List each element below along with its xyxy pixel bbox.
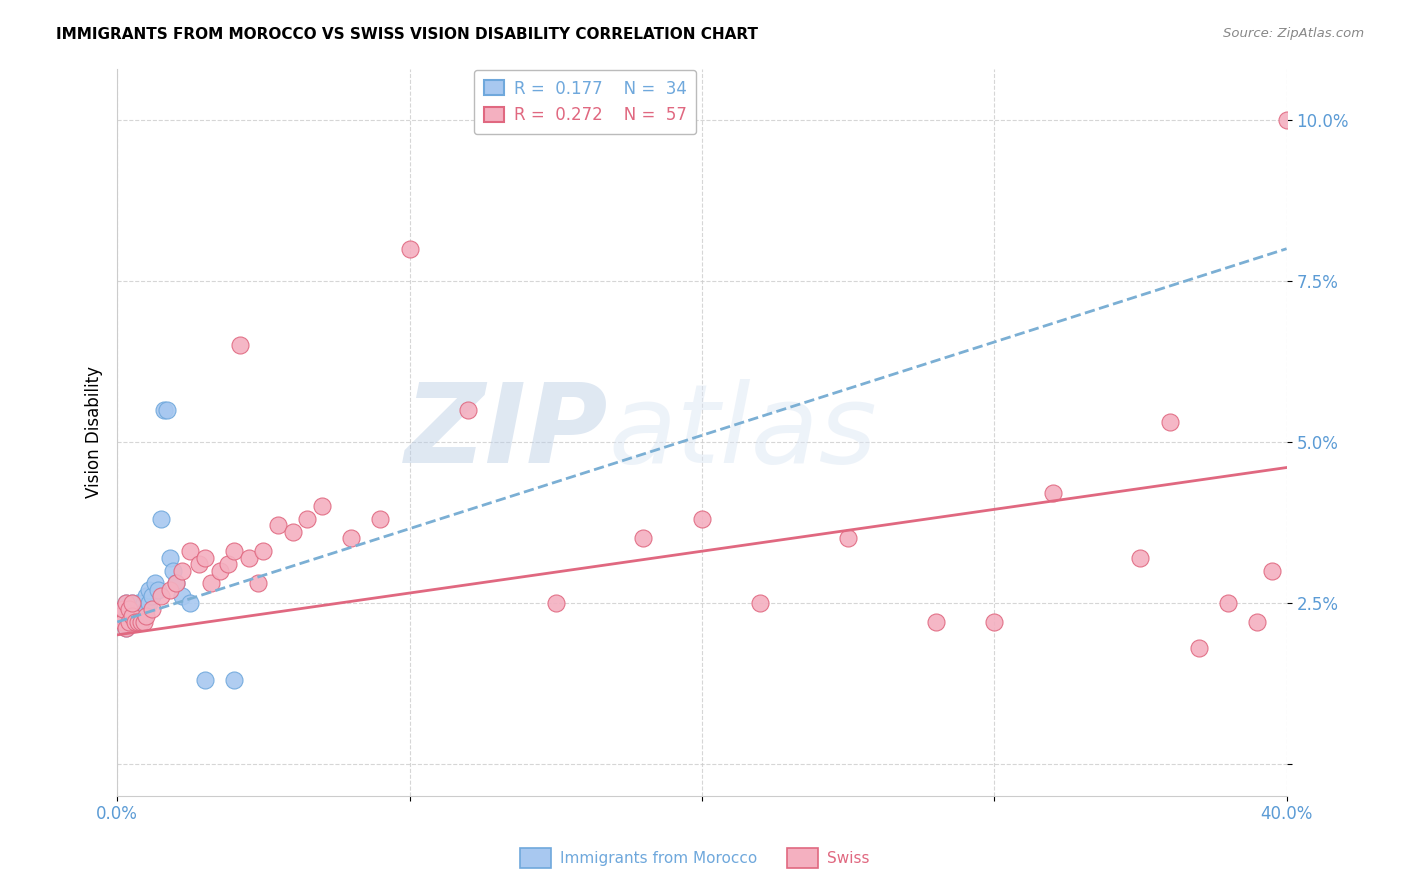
Point bbox=[1246, 615, 1268, 629]
Point bbox=[983, 615, 1005, 629]
Point bbox=[153, 402, 176, 417]
Point bbox=[150, 512, 173, 526]
Point bbox=[108, 608, 131, 623]
Point bbox=[690, 512, 713, 526]
Point bbox=[124, 615, 146, 629]
Point bbox=[246, 576, 269, 591]
Text: atlas: atlas bbox=[609, 378, 877, 485]
Point bbox=[129, 615, 152, 629]
Point bbox=[127, 608, 149, 623]
Point bbox=[121, 596, 143, 610]
Point bbox=[141, 602, 163, 616]
Text: ZIP: ZIP bbox=[405, 378, 609, 485]
Point bbox=[267, 518, 290, 533]
Point bbox=[115, 622, 138, 636]
Point bbox=[124, 602, 146, 616]
Text: Swiss: Swiss bbox=[827, 851, 869, 865]
Point bbox=[135, 602, 157, 616]
Point bbox=[229, 338, 252, 352]
Point bbox=[121, 596, 143, 610]
Point bbox=[121, 608, 143, 623]
Point bbox=[141, 589, 163, 603]
Point bbox=[124, 615, 146, 629]
Point bbox=[138, 596, 160, 610]
Point bbox=[135, 589, 157, 603]
Point bbox=[1129, 550, 1152, 565]
Point bbox=[252, 544, 274, 558]
Point bbox=[115, 596, 138, 610]
Point bbox=[837, 532, 859, 546]
Point bbox=[633, 532, 655, 546]
Point bbox=[1188, 640, 1211, 655]
Point bbox=[165, 576, 187, 591]
Point bbox=[200, 576, 222, 591]
Point bbox=[925, 615, 948, 629]
Point bbox=[457, 402, 479, 417]
Point bbox=[143, 576, 166, 591]
Point bbox=[127, 596, 149, 610]
Point bbox=[1159, 416, 1181, 430]
Point bbox=[340, 532, 363, 546]
Point bbox=[118, 602, 141, 616]
Point bbox=[1275, 113, 1298, 128]
Point bbox=[159, 582, 181, 597]
Point bbox=[368, 512, 391, 526]
Point bbox=[118, 615, 141, 629]
Point bbox=[150, 589, 173, 603]
Point bbox=[112, 602, 135, 616]
Point bbox=[132, 596, 155, 610]
Point bbox=[118, 615, 141, 629]
Point bbox=[1305, 564, 1327, 578]
Text: Source: ZipAtlas.com: Source: ZipAtlas.com bbox=[1223, 27, 1364, 40]
Point bbox=[129, 615, 152, 629]
Point bbox=[749, 596, 772, 610]
Point bbox=[132, 608, 155, 623]
Point bbox=[398, 242, 420, 256]
Point bbox=[179, 596, 201, 610]
Y-axis label: Vision Disability: Vision Disability bbox=[86, 366, 103, 498]
Point bbox=[194, 673, 217, 687]
Point bbox=[1042, 486, 1064, 500]
Point bbox=[135, 608, 157, 623]
Point bbox=[108, 608, 131, 623]
Point bbox=[194, 550, 217, 565]
Point bbox=[112, 615, 135, 629]
Point bbox=[1216, 596, 1239, 610]
Point bbox=[217, 557, 239, 571]
Point bbox=[208, 564, 231, 578]
Point bbox=[1261, 564, 1284, 578]
Point bbox=[165, 576, 187, 591]
Point bbox=[311, 499, 333, 513]
Point bbox=[115, 596, 138, 610]
Point bbox=[127, 615, 149, 629]
Point bbox=[544, 596, 567, 610]
Point bbox=[1362, 486, 1385, 500]
Point bbox=[179, 544, 201, 558]
Point bbox=[118, 602, 141, 616]
Point bbox=[224, 673, 246, 687]
Text: IMMIGRANTS FROM MOROCCO VS SWISS VISION DISABILITY CORRELATION CHART: IMMIGRANTS FROM MOROCCO VS SWISS VISION … bbox=[56, 27, 758, 42]
Point bbox=[188, 557, 211, 571]
Point bbox=[170, 589, 193, 603]
Point bbox=[281, 524, 304, 539]
Point bbox=[224, 544, 246, 558]
Point bbox=[132, 615, 155, 629]
Point bbox=[297, 512, 319, 526]
Point bbox=[146, 582, 169, 597]
Point bbox=[159, 550, 181, 565]
Text: Immigrants from Morocco: Immigrants from Morocco bbox=[560, 851, 756, 865]
Legend: R =  0.177    N =  34, R =  0.272    N =  57: R = 0.177 N = 34, R = 0.272 N = 57 bbox=[474, 70, 696, 134]
Point bbox=[156, 402, 179, 417]
Point bbox=[115, 622, 138, 636]
Point bbox=[112, 615, 135, 629]
Point bbox=[238, 550, 260, 565]
Point bbox=[1392, 628, 1406, 642]
Point bbox=[162, 564, 184, 578]
Point bbox=[129, 602, 152, 616]
Point bbox=[170, 564, 193, 578]
Point bbox=[112, 602, 135, 616]
Point bbox=[121, 608, 143, 623]
Point bbox=[138, 582, 160, 597]
